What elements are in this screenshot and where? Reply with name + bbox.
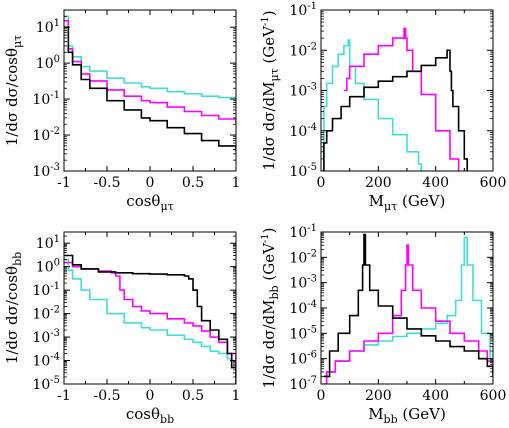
panel-bottom-left-ytick-label: 10-4 — [32, 352, 60, 370]
panel-top-left-ytick-label: 101 — [36, 18, 60, 36]
panel-bottom-right-ytick-label: 10-5 — [289, 324, 317, 342]
panel-top-right-series-1 — [343, 27, 460, 171]
panel-top-right-xtick-label: 600 — [480, 175, 507, 191]
panel-top-left-xtick-label: 1 — [232, 175, 241, 191]
panel-top-left-series-2 — [64, 26, 236, 152]
panel-bottom-left-xtick-label: 0.5 — [182, 388, 204, 404]
panel-bottom-right: 0 200 400 600 10-7 10-6 10-5 10-4 10-3 10-2 10-1 Mb… — [260, 223, 506, 426]
panel-bottom-right-ytick-label: 10-4 — [289, 299, 317, 317]
panel-bottom-left-ytick-label: 101 — [36, 234, 60, 252]
panel-top-left-ytick-label: 10-1 — [32, 90, 60, 108]
panel-top-left-xtick-label: 0 — [146, 175, 155, 191]
panel-top-right-ylabel: 1/dσ dσ/dMμτ (GeV-1) — [260, 10, 281, 170]
panel-bottom-left-xtick-label: 1 — [232, 388, 241, 404]
panel-top-left-frame — [63, 9, 237, 172]
panel-top-left-series-1 — [64, 20, 236, 123]
panel-bottom-left-series-0 — [64, 258, 236, 377]
panel-bottom-left-xlabel: cosθbb — [126, 405, 174, 426]
panel-bottom-left-ytick-label: 10-2 — [32, 305, 60, 323]
panel-top-left-xtick-label: 0.5 — [182, 175, 204, 191]
panel-bottom-right-ytick-label: 10-7 — [289, 375, 317, 393]
panel-bottom-right-ytick-label: 10-6 — [289, 350, 317, 368]
panel-top-left-ytick-label: 10-2 — [32, 126, 60, 144]
panel-top-right-ytick-label: 10-1 — [289, 1, 317, 19]
panel-bottom-left-series-2 — [64, 254, 236, 384]
panel-top-right-ytick-label: 10-2 — [289, 41, 317, 59]
panel-top-left-ytick-label: 100 — [36, 54, 60, 72]
panel-top-right-xlabel: Mμτ (GeV) — [369, 192, 446, 213]
panel-bottom-right-series-2 — [323, 233, 493, 378]
panel-bottom-right-xtick-label: 600 — [480, 388, 507, 404]
panel-top-left-series-0 — [64, 15, 236, 100]
panel-bottom-right-ytick-label: 10-1 — [289, 223, 317, 241]
panel-bottom-left: -1 -0.5 0 0.5 1 10-5 10-4 10-3 10-2 10-1 100 101 cos… — [3, 231, 241, 426]
panel-bottom-left-ytick-label: 10-3 — [32, 328, 60, 346]
panel-top-left-xtick-label: -0.5 — [94, 175, 121, 191]
panel-top-left-xtick-label: -1 — [57, 175, 71, 191]
panel-top-left-xlabel: cosθμτ — [126, 192, 173, 213]
panel-bottom-left-xtick-label: 0 — [146, 388, 155, 404]
panel-top-left-ytick-label: 10-3 — [32, 162, 60, 180]
panel-bottom-left-ytick-label: 10-5 — [32, 375, 60, 393]
panel-bottom-left-xtick-label: -0.5 — [94, 388, 121, 404]
panel-top-right-ytick-label: 10-3 — [289, 82, 317, 100]
panel-top-right-series-0 — [322, 39, 423, 171]
panel-bottom-right-ytick-label: 10-3 — [289, 274, 317, 292]
panel-bottom-left-ylabel: 1/dσ dσ/cosθbb — [3, 252, 24, 364]
panel-top-right-series-2 — [322, 49, 468, 171]
panel-top-right-ytick-label: 10-5 — [289, 162, 317, 180]
panel-top-right-xtick-label: 200 — [365, 175, 392, 191]
panel-bottom-right-series-1 — [323, 244, 493, 384]
panel-bottom-left-frame — [63, 231, 237, 385]
panel-bottom-right-xtick-label: 0 — [317, 388, 326, 404]
panel-bottom-left-xtick-label: -1 — [57, 388, 71, 404]
panel-top-right-xtick-label: 400 — [422, 175, 449, 191]
panel-top-right: 0 200 400 600 10-5 10-4 10-3 10-2 10-1 Mμτ (GeV) 1… — [260, 1, 506, 213]
panel-top-right-xtick-label: 0 — [317, 175, 326, 191]
panel-bottom-right-xlabel: Mbb (GeV) — [368, 405, 446, 426]
panel-bottom-right-xtick-label: 200 — [365, 388, 392, 404]
panel-bottom-left-ytick-label: 100 — [36, 258, 60, 276]
panel-top-left: -1 -0.5 0 0.5 1 10-3 10-2 10-1 100 101 cosθμτ 1/dσ … — [3, 9, 241, 213]
panel-bottom-right-xtick-label: 400 — [422, 388, 449, 404]
panel-bottom-left-ytick-label: 10-1 — [32, 281, 60, 299]
panel-top-right-ytick-label: 10-4 — [289, 122, 317, 140]
panel-bottom-right-ylabel: 1/dσ dσ/dMbb (GeV-1) — [260, 227, 281, 388]
panel-bottom-right-ytick-label: 10-2 — [289, 248, 317, 266]
panel-top-left-ylabel: 1/dσ dσ/cosθμτ — [3, 35, 24, 147]
